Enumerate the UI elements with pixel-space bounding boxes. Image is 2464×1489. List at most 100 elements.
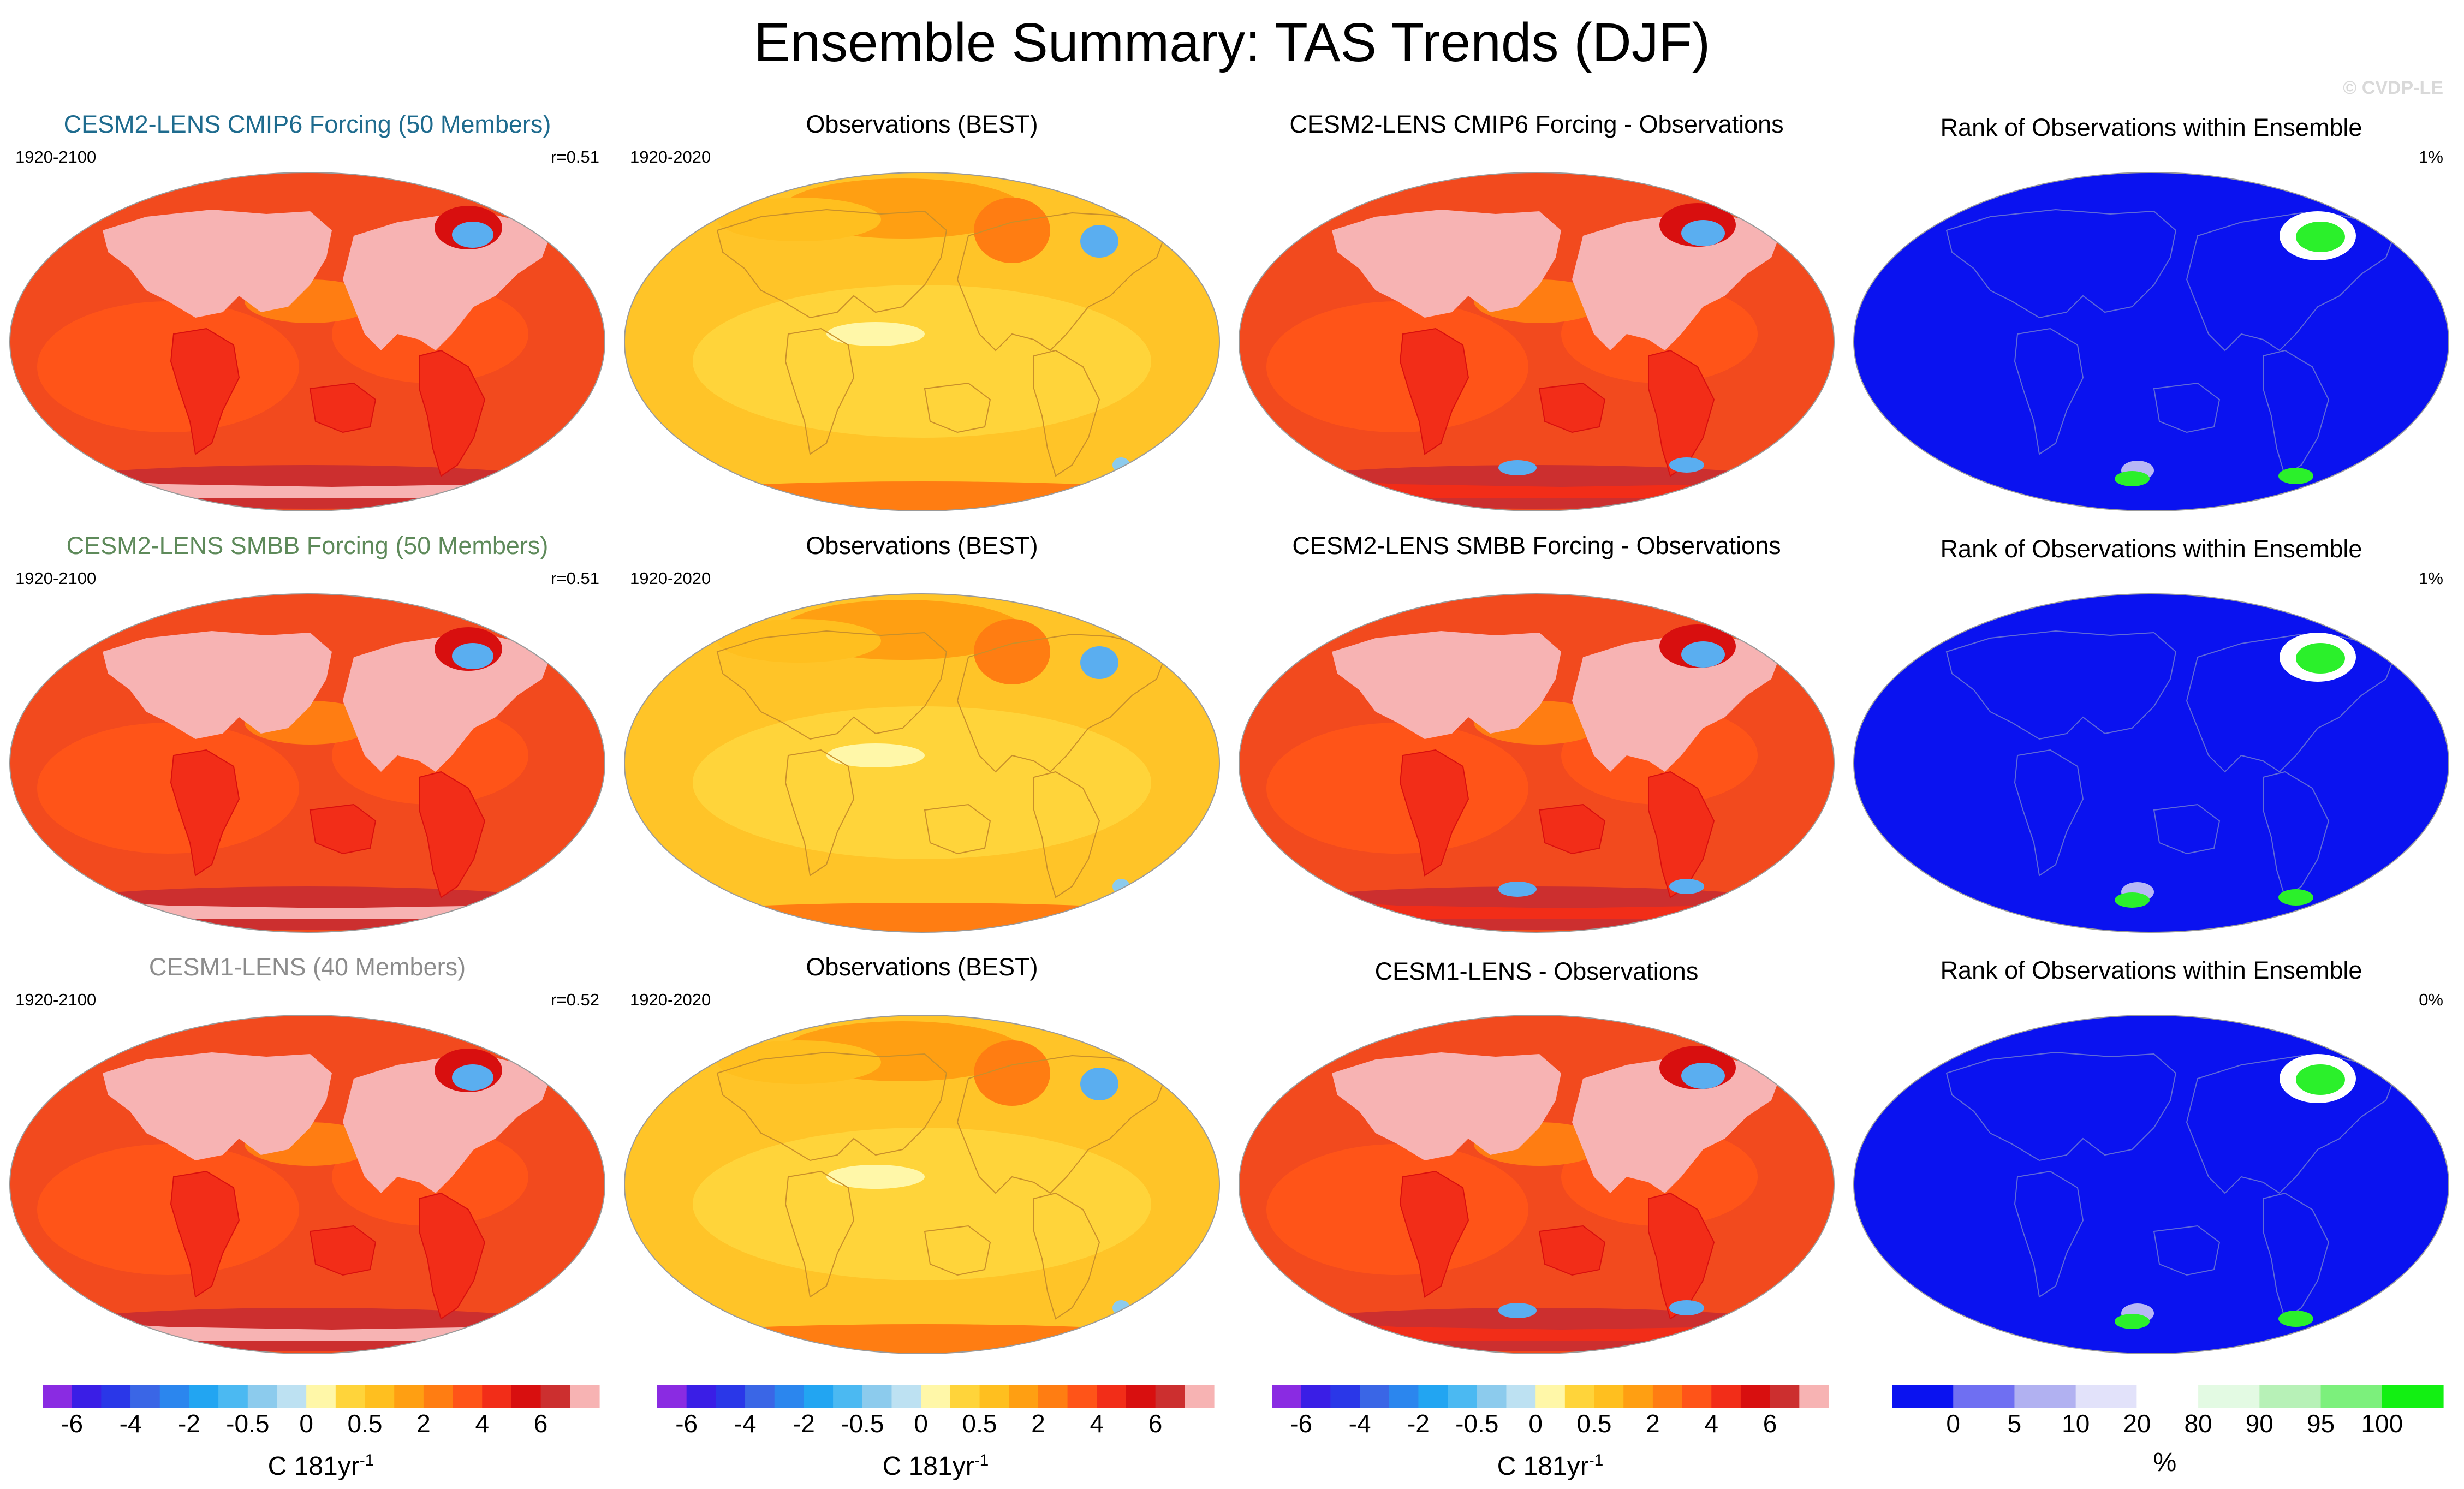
colorbar-swatch (1097, 1385, 1127, 1408)
colorbar-swatch (1126, 1385, 1156, 1408)
rank-high-region (2115, 471, 2150, 486)
colorbar-swatch (511, 1385, 541, 1408)
colorbar-swatch (189, 1385, 219, 1408)
colorbar-swatch (2014, 1385, 2076, 1408)
colorbar-swatch (453, 1385, 483, 1408)
land-region (419, 771, 486, 898)
colorbar-tick-label: 6 (1763, 1409, 1777, 1438)
map-border (1239, 593, 1835, 933)
map-border (1239, 172, 1835, 511)
map-field (10, 1015, 605, 1354)
colorbar-swatch (716, 1385, 746, 1408)
rank-percent-label: 0% (2419, 990, 2443, 1009)
coastline (784, 749, 855, 877)
colorbar-swatch (1564, 1385, 1595, 1408)
high-latitude-land (1572, 1056, 1779, 1193)
warming-band (974, 1040, 1050, 1106)
map-border (624, 593, 1220, 933)
difference-map (1239, 172, 1835, 511)
coastline (1945, 209, 2177, 319)
colorbar-swatch (862, 1385, 892, 1408)
cooling-patch (452, 643, 493, 669)
warming-band (1266, 723, 1528, 854)
map-border (9, 172, 605, 511)
cooling-patch (1669, 879, 1704, 894)
colorbar-tick-label: 0 (1528, 1409, 1543, 1438)
rank-high-region (2278, 468, 2313, 484)
coastline (924, 803, 991, 855)
tropical-band (693, 285, 1151, 438)
high-latitude-land (1572, 634, 1779, 772)
colorbar-tick-label: 100 (2361, 1409, 2403, 1438)
map-field (10, 172, 605, 511)
colorbar-swatch (1740, 1385, 1771, 1408)
trend-colorbar-obs: -6 -4 -2 -0.5 0 0.5 2 4 6 C 181yr-1 (652, 1381, 1219, 1485)
colorbar-swatch (1038, 1385, 1068, 1408)
colorbar-tick-label: -2 (793, 1409, 815, 1438)
colorbar-swatch (247, 1385, 278, 1408)
colorbar-swatch (2320, 1385, 2383, 1408)
coastline (2263, 771, 2330, 898)
map-field (1854, 172, 2449, 511)
high-latitude-land (103, 1052, 332, 1160)
trend-map (9, 1015, 605, 1354)
land-region (419, 1192, 486, 1320)
period-label: 1920-2100 (15, 147, 97, 166)
panel-title-obs: Observations (BEST) (806, 532, 1038, 559)
warming-band (37, 301, 299, 432)
colorbar-swatch (950, 1385, 980, 1408)
map-field (1239, 594, 1834, 932)
colorbar-swatch (745, 1385, 775, 1408)
panel-title-diff: CESM2-LENS CMIP6 Forcing - Observations (1289, 110, 1784, 138)
land-region (309, 803, 377, 855)
colorbar-swatch (365, 1385, 395, 1408)
map-border (1853, 172, 2449, 511)
coastline (784, 1170, 855, 1298)
colorbar-tick-label: -6 (675, 1409, 698, 1438)
high-latitude-land (103, 210, 332, 318)
high-latitude-land (343, 1056, 550, 1193)
difference-map (1239, 1015, 1835, 1354)
warming-band (37, 1144, 299, 1275)
colorbar-unit: % (2153, 1448, 2177, 1477)
warming-band (1266, 1144, 1528, 1275)
correlation-label: r=0.52 (551, 990, 599, 1009)
coastline (1033, 771, 1100, 898)
colorbar-swatch (2075, 1385, 2138, 1408)
map-field (624, 594, 1219, 932)
colorbar-swatch (540, 1385, 570, 1408)
panel-obs-row2: Observations (BEST) 1920-2020 (619, 531, 1225, 934)
rank-high-region (2115, 892, 2150, 908)
colorbar-swatch (218, 1385, 248, 1408)
colorbar-tick-label: 80 (2185, 1409, 2212, 1438)
colorbar-tick-label: 95 (2307, 1409, 2335, 1438)
difference-map (1239, 593, 1835, 933)
colorbar-tick-label: 4 (1090, 1409, 1104, 1438)
coastline (2153, 1225, 2221, 1276)
rank-high-region (2278, 889, 2313, 906)
colorbar-swatch (804, 1385, 834, 1408)
colorbar-swatch (1330, 1385, 1360, 1408)
period-label: 1920-2020 (630, 147, 711, 166)
colorbar-swatch (833, 1385, 863, 1408)
colorbar-tick-label: 2 (1646, 1409, 1660, 1438)
land-region (419, 349, 486, 477)
colorbar-swatch (1360, 1385, 1390, 1408)
panel-title-model: CESM1-LENS (40 Members) (148, 953, 466, 981)
coastline (2014, 327, 2084, 455)
colorbar-swatch (570, 1385, 600, 1408)
cooling-patch (1681, 220, 1725, 246)
warming-band (1266, 301, 1528, 432)
land-region (1399, 327, 1469, 455)
cool-band (826, 1165, 925, 1189)
panel-model-row2: CESM2-LENS SMBB Forcing (50 Members) 192… (4, 531, 610, 934)
colorbar-swatch (774, 1385, 805, 1408)
warming-band (717, 1040, 881, 1084)
high-latitude-land (343, 213, 550, 350)
rank-high-region (2296, 222, 2345, 252)
map-border (624, 1015, 1220, 1354)
panel-obs-row3: Observations (BEST) 1920-2020 (619, 952, 1225, 1356)
colorbar-tick-label: 5 (2008, 1409, 2022, 1438)
colorbar-tick-label: 2 (1031, 1409, 1045, 1438)
colorbar-swatch (277, 1385, 307, 1408)
